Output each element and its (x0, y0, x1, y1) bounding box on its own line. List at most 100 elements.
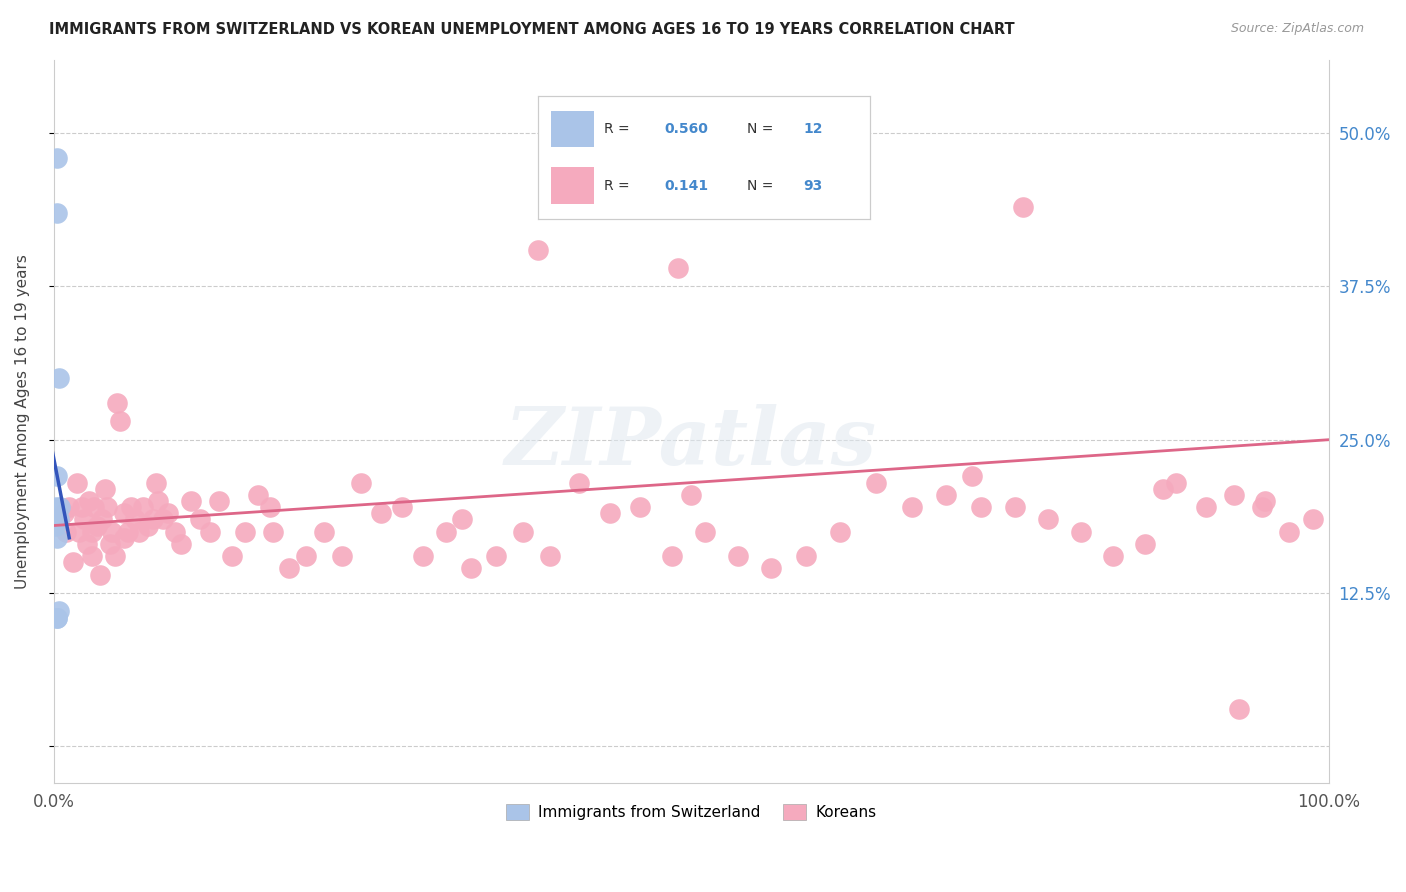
Point (46, 151, 69, 165)
Point (101, 524, 124, 539)
Point (157, 506, 180, 520)
Point (96, 500, 118, 515)
Point (969, 500, 991, 515)
Text: ZIPatlas: ZIPatlas (505, 404, 877, 482)
Point (900, 500, 922, 515)
Point (105, 396, 128, 410)
Point (830, 524, 852, 539)
Point (1133, 537, 1156, 551)
Point (46, 512, 69, 526)
Point (278, 561, 301, 575)
Point (65, 475, 87, 490)
Point (80, 549, 103, 564)
Point (312, 524, 335, 539)
Point (48, 512, 70, 526)
Point (695, 524, 717, 539)
Point (1254, 494, 1277, 508)
Point (73, 512, 96, 526)
Point (98, 537, 121, 551)
Point (200, 524, 222, 539)
Point (146, 494, 169, 508)
Text: Source: ZipAtlas.com: Source: ZipAtlas.com (1230, 22, 1364, 36)
Point (538, 549, 561, 564)
Point (681, 488, 703, 502)
Point (188, 512, 211, 526)
Point (86, 518, 108, 533)
Point (1302, 512, 1324, 526)
Point (391, 500, 413, 515)
Point (142, 512, 165, 526)
Point (1102, 549, 1125, 564)
Point (49, 500, 72, 515)
Point (170, 537, 193, 551)
Point (46, 206, 69, 220)
Point (960, 469, 983, 483)
Point (180, 494, 202, 508)
Point (568, 475, 591, 490)
Point (628, 500, 651, 515)
Point (259, 500, 281, 515)
Point (1036, 512, 1059, 526)
Point (83, 500, 105, 515)
Text: IMMIGRANTS FROM SWITZERLAND VS KOREAN UNEMPLOYMENT AMONG AGES 16 TO 19 YEARS COR: IMMIGRANTS FROM SWITZERLAND VS KOREAN UN… (49, 22, 1015, 37)
Point (512, 524, 534, 539)
Point (112, 506, 135, 520)
Point (661, 549, 683, 564)
Point (1164, 475, 1187, 490)
Point (412, 549, 434, 564)
Point (1004, 500, 1026, 515)
Point (163, 524, 186, 539)
Point (124, 512, 146, 526)
Point (666, 261, 689, 276)
Point (761, 561, 783, 575)
Point (221, 549, 243, 564)
Point (93, 482, 115, 496)
Point (794, 549, 817, 564)
Point (460, 561, 482, 575)
Point (70, 500, 93, 515)
Point (450, 512, 472, 526)
Point (128, 524, 150, 539)
Point (1070, 524, 1092, 539)
Point (727, 549, 749, 564)
Point (46, 610, 69, 624)
Legend: Immigrants from Switzerland, Koreans: Immigrants from Switzerland, Koreans (499, 797, 883, 826)
Point (1223, 488, 1246, 502)
Point (599, 506, 621, 520)
Point (62, 555, 84, 569)
Point (46, 531, 69, 545)
Point (1251, 500, 1274, 515)
Point (1011, 200, 1033, 214)
Point (350, 475, 373, 490)
Point (152, 512, 174, 526)
Point (48, 604, 70, 618)
Point (104, 549, 127, 564)
Point (46, 506, 69, 520)
Point (117, 524, 139, 539)
Point (865, 475, 887, 490)
Point (370, 506, 392, 520)
Point (330, 549, 353, 564)
Point (935, 488, 957, 502)
Point (52, 506, 75, 520)
Point (46, 610, 69, 624)
Point (45, 500, 67, 515)
Point (45, 518, 67, 533)
Point (76, 537, 98, 551)
Point (485, 549, 508, 564)
Point (112, 531, 135, 545)
Point (132, 500, 155, 515)
Point (1229, 702, 1251, 716)
Point (55, 524, 77, 539)
Point (91, 512, 114, 526)
Point (233, 524, 256, 539)
Point (208, 494, 231, 508)
Point (89, 567, 111, 582)
Point (145, 475, 167, 490)
Point (1152, 482, 1174, 496)
Point (46, 469, 69, 483)
Point (527, 243, 550, 257)
Point (108, 414, 131, 428)
Y-axis label: Unemployment Among Ages 16 to 19 years: Unemployment Among Ages 16 to 19 years (15, 254, 30, 589)
Point (434, 524, 457, 539)
